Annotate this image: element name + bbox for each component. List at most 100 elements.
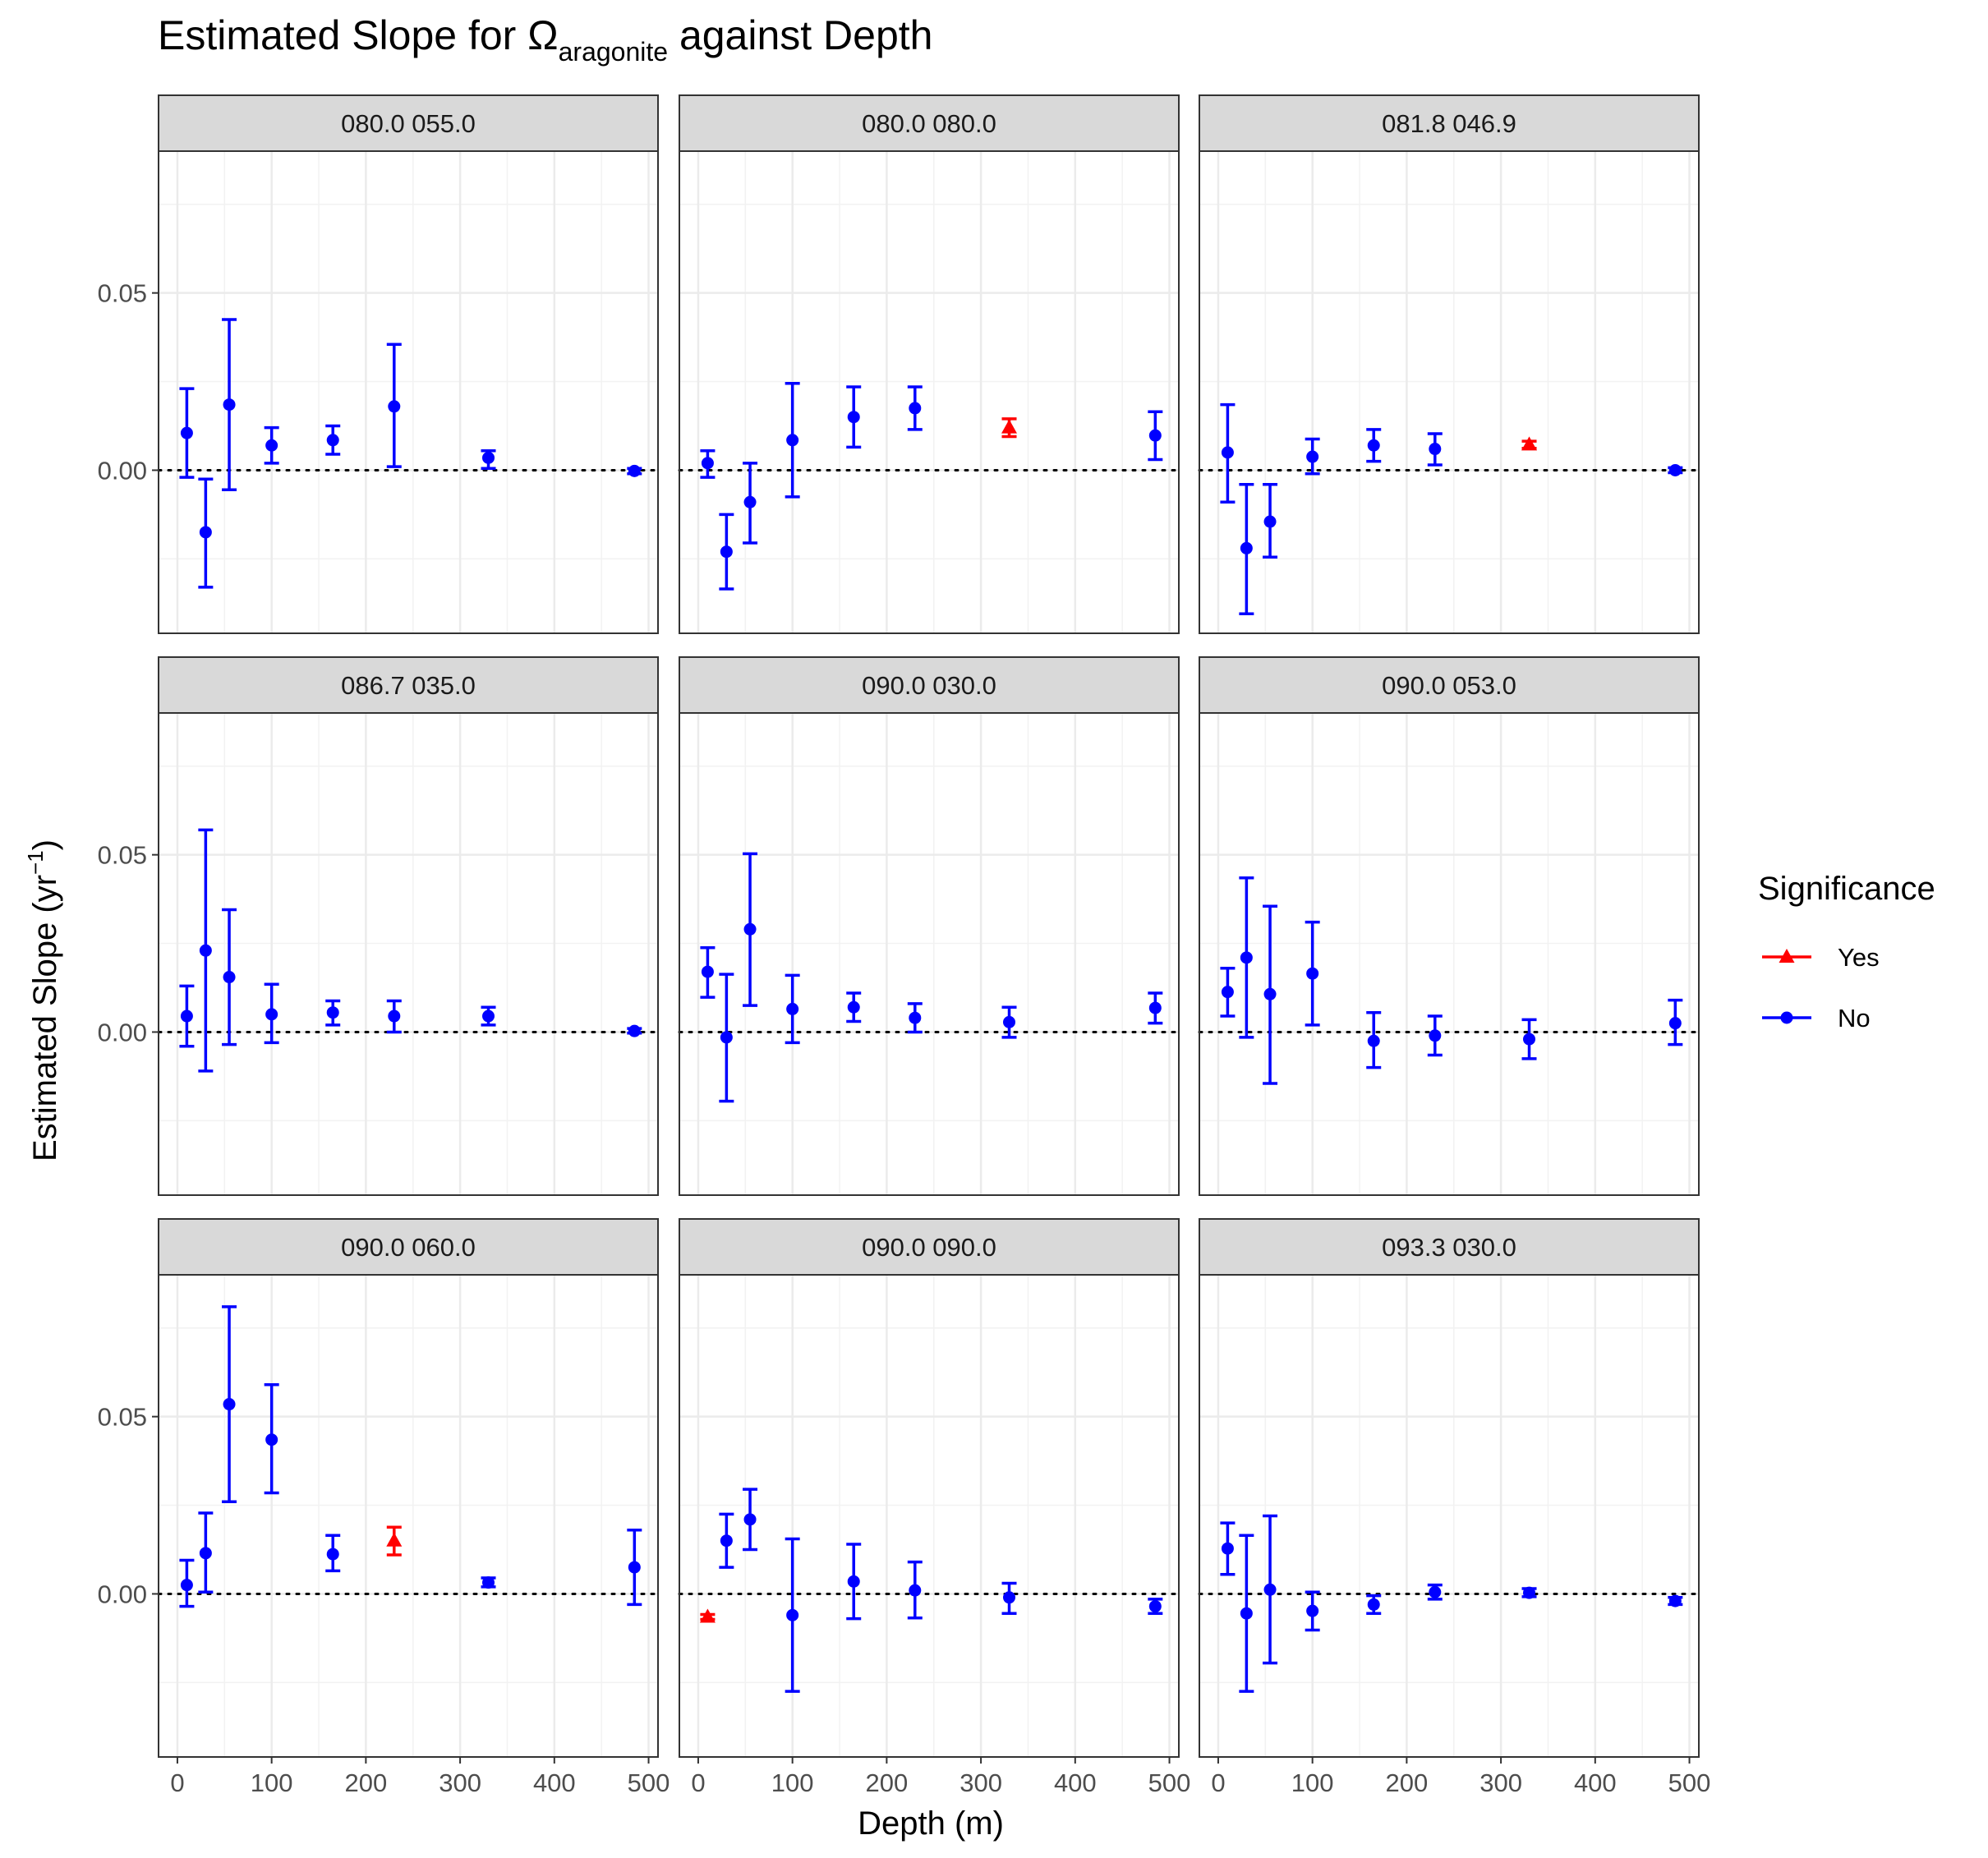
data-point-group — [719, 973, 734, 1103]
data-point-group — [1220, 1521, 1236, 1576]
data-point-circle — [482, 1009, 495, 1023]
data-point-group — [1366, 1594, 1382, 1615]
data-point-group — [198, 1511, 214, 1594]
facet-strip — [1199, 1218, 1700, 1276]
data-point-circle — [743, 922, 757, 936]
data-point-circle — [1306, 450, 1319, 463]
data-point-group — [325, 1534, 341, 1573]
data-point-circle — [720, 545, 733, 559]
data-point-circle — [1668, 463, 1682, 476]
data-point-group — [743, 462, 758, 545]
data-point-circle — [909, 402, 922, 415]
data-point-triangle — [386, 1532, 403, 1547]
data-point-circle — [1367, 1034, 1380, 1047]
data-point-circle — [1523, 1586, 1536, 1599]
data-point-group — [179, 1558, 195, 1608]
data-point-circle — [786, 1608, 799, 1621]
facet-label: 090.0 090.0 — [862, 1233, 996, 1262]
data-point-group — [1148, 991, 1163, 1025]
data-point-group — [222, 318, 237, 491]
data-point-group — [386, 343, 402, 468]
panel-background — [679, 151, 1179, 633]
data-point-group — [1305, 1590, 1320, 1632]
data-point-group — [222, 908, 237, 1046]
data-point-circle — [1668, 1017, 1682, 1030]
data-point-group — [264, 982, 279, 1045]
data-point-group — [481, 1576, 496, 1589]
facet-panel: 081.8 046.9 — [1198, 94, 1700, 634]
facet-strip — [158, 1218, 659, 1276]
legend-label: Yes — [1838, 943, 1880, 972]
data-point-circle — [720, 1534, 733, 1548]
x-tick-label: 0 — [1211, 1768, 1225, 1797]
data-point-circle — [180, 1009, 193, 1023]
data-point-group — [1001, 1005, 1017, 1039]
data-point-circle — [1221, 1542, 1234, 1555]
y-axis-title-superscript: −1 — [23, 850, 48, 875]
x-tick-label: 300 — [1479, 1768, 1522, 1797]
x-tick-label: 500 — [1148, 1768, 1191, 1797]
data-point-circle — [786, 434, 799, 447]
panel-background — [159, 151, 658, 633]
data-point-circle — [1148, 1600, 1162, 1613]
data-point-circle — [1263, 1583, 1277, 1596]
x-tick-label: 200 — [345, 1768, 388, 1797]
data-point-circle — [265, 1433, 278, 1446]
facet-strip — [1199, 656, 1700, 714]
x-tick-label: 200 — [1386, 1768, 1429, 1797]
data-point-group — [700, 945, 716, 999]
facet-label: 080.0 080.0 — [862, 109, 996, 138]
chart-title-subscript: aragonite — [559, 37, 668, 67]
data-point-group — [386, 1525, 403, 1557]
data-point-circle — [1148, 429, 1162, 442]
facet-panel: 090.0 030.0 — [678, 656, 1180, 1196]
data-point-group — [1148, 410, 1163, 462]
data-point-group — [846, 991, 862, 1023]
panel-border — [679, 712, 1180, 1196]
data-point-group — [1668, 463, 1683, 476]
data-point-circle — [1429, 1029, 1442, 1042]
chart-title-main: Estimated Slope for Ω — [158, 12, 559, 58]
data-point-circle — [1668, 1594, 1682, 1607]
data-point-group — [627, 1529, 642, 1607]
data-point-group — [743, 852, 758, 1007]
panel-border — [158, 712, 659, 1196]
panel-border — [1199, 150, 1700, 634]
data-point-circle — [743, 1513, 757, 1526]
facet-label: 086.7 035.0 — [341, 671, 476, 700]
facet-label: 080.0 055.0 — [341, 109, 476, 138]
data-point-group — [1263, 1514, 1278, 1665]
data-point-group — [179, 984, 195, 1048]
data-point-circle — [628, 1024, 641, 1037]
facet-label: 093.3 030.0 — [1382, 1233, 1516, 1262]
facet-strip — [158, 656, 659, 714]
data-point-circle — [1240, 541, 1253, 554]
data-point-circle — [743, 495, 757, 508]
x-tick-label: 100 — [1291, 1768, 1334, 1797]
data-point-group — [1305, 920, 1320, 1027]
facet-strip — [679, 656, 1180, 714]
data-point-circle — [388, 400, 401, 413]
data-point-circle — [909, 1584, 922, 1597]
data-point-circle — [847, 1000, 860, 1014]
data-point-circle — [909, 1011, 922, 1024]
y-tick-label: 0.05 — [98, 1403, 147, 1432]
data-point-group — [1305, 437, 1320, 476]
data-point-group — [198, 828, 214, 1073]
panel-background — [679, 1275, 1179, 1757]
x-tick-label: 0 — [691, 1768, 705, 1797]
x-tick-label: 300 — [439, 1768, 481, 1797]
data-point-group — [264, 425, 279, 465]
data-point-circle — [701, 457, 714, 470]
data-point-group — [1001, 1581, 1017, 1615]
data-point-group — [1239, 482, 1254, 616]
data-point-circle — [1429, 1585, 1442, 1598]
data-point-group — [198, 477, 214, 589]
data-point-group — [325, 999, 341, 1027]
x-tick-label: 400 — [1574, 1768, 1617, 1797]
facet-panel: 080.0 080.0 — [678, 94, 1180, 634]
facet-label: 090.0 053.0 — [1382, 671, 1516, 700]
data-point-circle — [1306, 1604, 1319, 1617]
panel-border — [1199, 1274, 1700, 1758]
data-point-group — [627, 464, 642, 477]
